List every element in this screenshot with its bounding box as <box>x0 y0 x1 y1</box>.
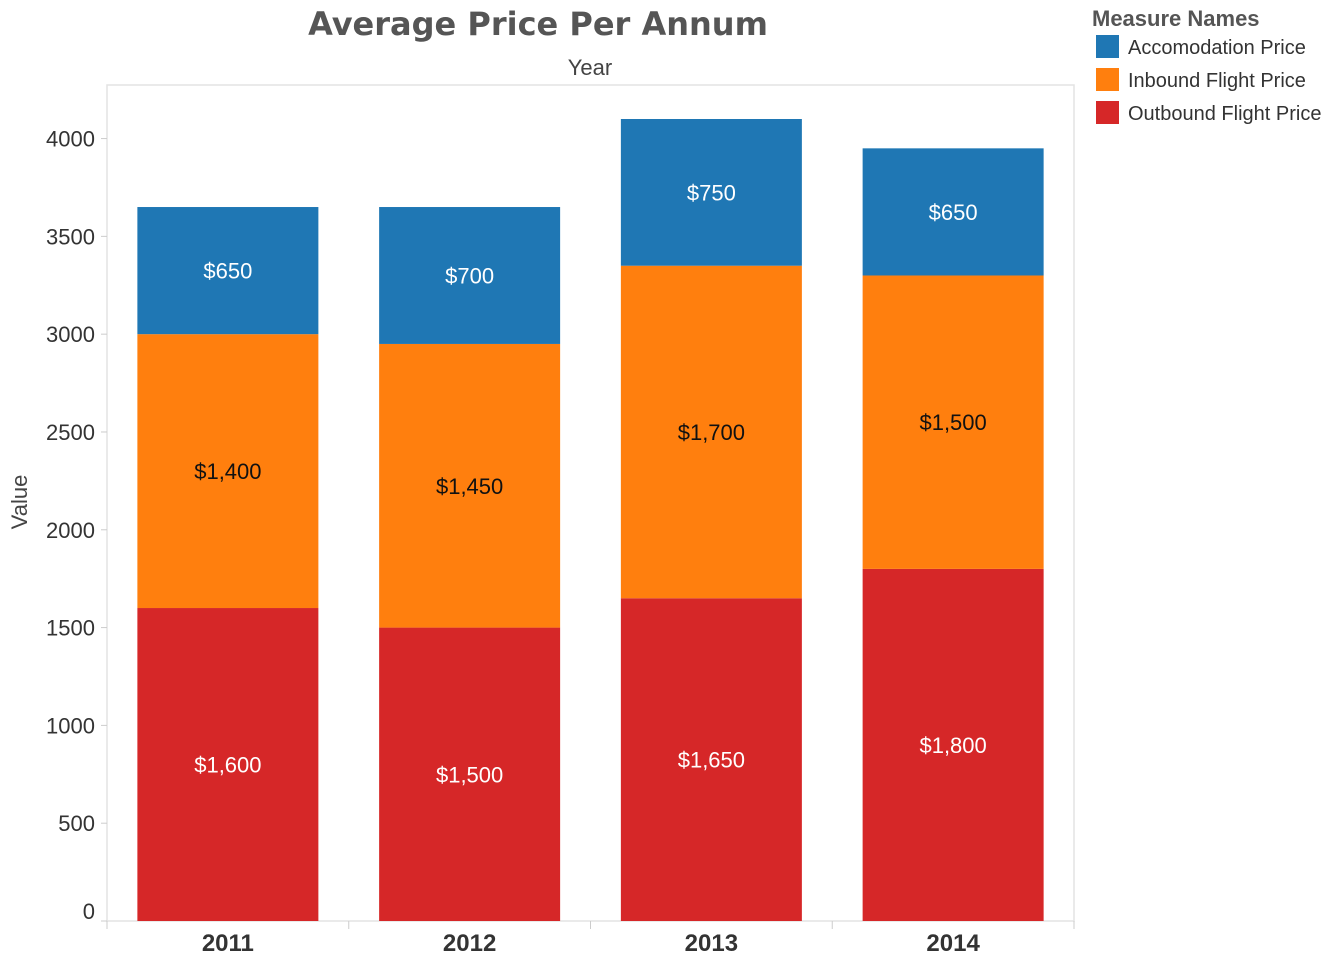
data-label: $650 <box>929 200 978 225</box>
data-label: $1,600 <box>194 753 261 778</box>
legend-title: Measure Names <box>1092 6 1260 31</box>
legend-label: Accomodation Price <box>1128 37 1306 59</box>
y-tick-label: 2500 <box>46 420 95 445</box>
x-tick-label: 2014 <box>926 930 980 957</box>
data-label: $1,450 <box>436 474 503 499</box>
data-label: $750 <box>687 180 736 205</box>
bars: $1,600 $1,500 $1,650 $1,800 $1,400 $1,450 $1,7… <box>137 119 1044 921</box>
x-tick-label: 2011 <box>202 930 254 957</box>
y-tick-label: 4000 <box>46 127 95 152</box>
chart-subtitle: Year <box>568 55 612 80</box>
legend-swatch <box>1096 35 1119 58</box>
data-label: $1,650 <box>678 748 745 773</box>
bar-segment <box>379 627 561 921</box>
bar-segment <box>137 207 319 335</box>
bar-segment <box>137 334 319 609</box>
y-tick-label: 3000 <box>46 322 95 347</box>
legend-label: Outbound Flight Price <box>1128 103 1321 125</box>
data-label: $700 <box>445 263 494 288</box>
legend-swatch <box>1096 101 1119 124</box>
data-label: $650 <box>203 259 252 284</box>
bar-segment <box>620 598 802 921</box>
chart-title: Average Price Per Annum <box>308 5 768 43</box>
bar-segment <box>862 148 1044 276</box>
data-label: $1,500 <box>919 410 986 435</box>
y-axis: 0 500 1000 1500 2000 2500 3000 3500 4000 <box>46 127 107 924</box>
y-tick-label: 1500 <box>46 616 95 641</box>
bar-segment <box>862 275 1044 569</box>
bar-segment <box>379 343 561 628</box>
bar-segment <box>862 568 1044 921</box>
bar-segment <box>379 207 561 344</box>
legend: Measure Names Accomodation Price Inbound … <box>1092 6 1321 125</box>
legend-label: Inbound Flight Price <box>1128 70 1306 92</box>
data-label: $1,700 <box>678 420 745 445</box>
bar-segment <box>620 265 802 599</box>
x-tick-label: 2013 <box>685 930 738 957</box>
x-tick-label: 2012 <box>443 930 496 957</box>
bar-segment <box>137 608 319 921</box>
y-tick-label: 3500 <box>46 224 95 249</box>
data-label: $1,400 <box>194 459 261 484</box>
y-tick-label: 1000 <box>46 713 95 738</box>
x-axis: 2011 2012 2013 2014 <box>106 921 1075 957</box>
bar-segment <box>620 119 802 266</box>
legend-swatch <box>1096 68 1119 91</box>
y-axis-label: Value <box>7 475 32 530</box>
y-tick-label: 500 <box>58 811 95 836</box>
data-label: $1,800 <box>919 733 986 758</box>
y-tick-label: 2000 <box>46 518 95 543</box>
data-label: $1,500 <box>436 762 503 787</box>
y-tick-label: 0 <box>83 899 95 924</box>
